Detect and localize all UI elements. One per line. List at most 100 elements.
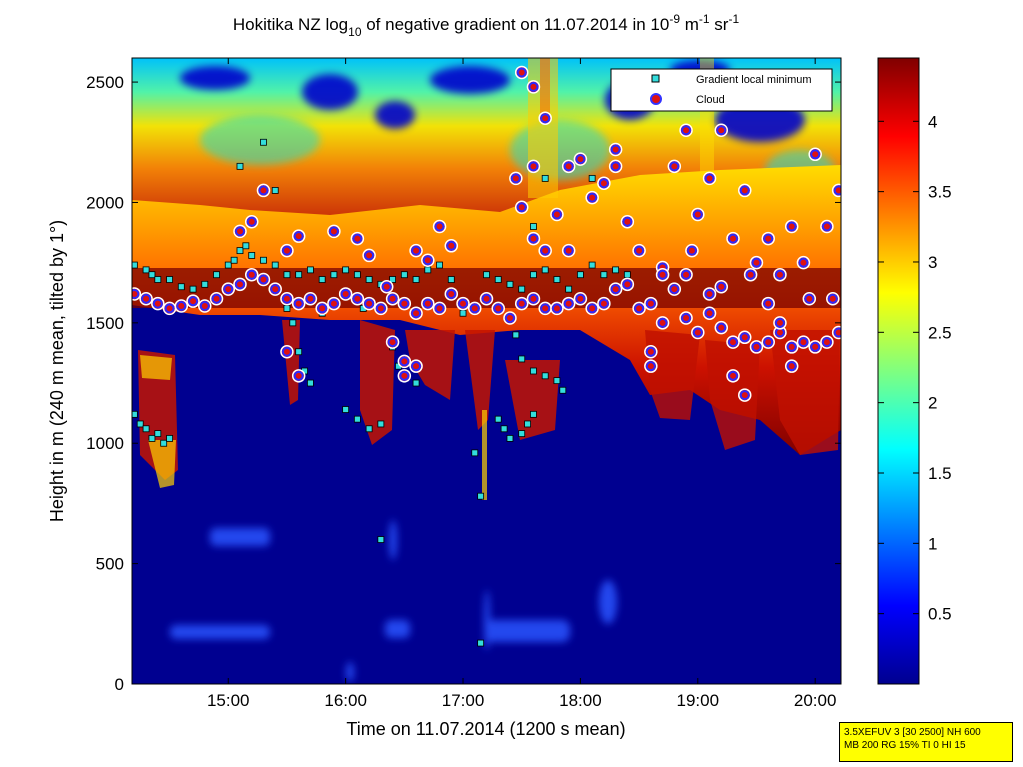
x-tick-label: 20:00	[794, 691, 837, 710]
cloud-marker-ring	[622, 279, 633, 290]
gradient-minimum-marker	[177, 283, 185, 291]
gradient-minimum-marker	[236, 247, 244, 255]
cloud-marker-ring	[645, 346, 656, 357]
cloud-marker-ring	[716, 125, 727, 136]
gradient-minimum-marker	[553, 276, 561, 283]
gradient-minimum-marker	[142, 266, 150, 274]
cloud-marker-ring	[739, 185, 750, 196]
gradient-minimum-marker	[553, 377, 561, 385]
gradient-minimum-marker	[477, 639, 485, 647]
cloud-marker-ring	[152, 298, 163, 309]
gradient-minimum-marker	[471, 449, 479, 457]
cloud-marker-ring	[510, 173, 521, 184]
gradient-minimum-marker	[166, 276, 173, 283]
gradient-minimum-marker	[283, 304, 291, 312]
cloud-marker-ring	[634, 245, 645, 256]
cloud-marker-ring	[728, 337, 739, 348]
cloud-marker-ring	[575, 293, 586, 304]
cloud-marker-ring	[132, 288, 140, 299]
gradient-minimum-marker	[477, 492, 485, 500]
cloud-marker-ring	[211, 293, 222, 304]
cloud-marker-ring	[540, 303, 551, 314]
cloud-marker-ring	[422, 298, 433, 309]
colorbar-tick-label: 3.5	[928, 183, 952, 202]
gradient-minimum-marker	[295, 271, 303, 279]
cloud-marker-ring	[563, 298, 574, 309]
gradient-minimum-marker	[447, 276, 455, 283]
cloud-marker-ring	[458, 298, 469, 309]
cloud-marker-ring	[833, 185, 841, 196]
x-axis: 15:00 16:00 17:00 18:00 19:00 20:00	[207, 58, 836, 710]
cloud-marker-ring	[551, 209, 562, 220]
cloud-marker-ring	[704, 173, 715, 184]
gradient-minimum-marker	[494, 276, 502, 283]
colorbar-tick-label: 2	[928, 394, 937, 413]
y-tick-label: 2000	[86, 193, 124, 212]
gradient-minimum-marker	[248, 252, 256, 259]
cloud-marker-ring	[281, 293, 292, 304]
gradient-minimum-marker	[377, 420, 385, 428]
cloud-marker-ring	[745, 269, 756, 280]
gradient-minimum-marker	[307, 379, 314, 387]
cloud-marker-ring	[786, 341, 797, 352]
cloud-marker-ring	[563, 161, 574, 172]
cloud-marker-ring	[399, 356, 410, 367]
cloud-marker-ring	[804, 293, 815, 304]
cloud-marker-ring	[258, 185, 269, 196]
gradient-minimum-marker	[330, 271, 338, 279]
cloud-marker-ring	[328, 298, 339, 309]
gradient-minimum-marker	[412, 379, 420, 387]
gradient-minimum-marker	[236, 162, 244, 170]
cloud-marker-ring	[739, 390, 750, 401]
cloud-marker-ring	[540, 245, 551, 256]
gradient-minimum-marker	[242, 242, 250, 250]
gradient-minimum-marker	[342, 266, 350, 274]
cloud-marker-ring	[528, 233, 539, 244]
cloud-marker-ring	[516, 298, 527, 309]
gradient-minimum-marker	[132, 261, 138, 269]
cloud-marker-ring	[375, 303, 386, 314]
cloud-marker-ring	[317, 303, 328, 314]
cloud-marker-ring	[827, 293, 838, 304]
cloud-marker-ring	[833, 327, 841, 338]
cloud-marker-ring	[763, 233, 774, 244]
legend-marker-cloud	[650, 93, 662, 105]
gradient-minimum-marker	[600, 271, 608, 279]
info-line-1: 3.5XEFUV 3 [30 2500] NH 600	[844, 727, 981, 738]
cloud-marker-ring	[657, 269, 668, 280]
gradient-minimum-marker	[400, 271, 408, 279]
cloud-marker-ring	[270, 284, 281, 295]
cloud-marker-ring	[728, 233, 739, 244]
gradient-minimum-marker	[260, 256, 267, 264]
gradient-minimum-marker	[224, 261, 232, 269]
gradient-minimum-marker	[436, 261, 443, 269]
legend-label-gradient-minimum: Gradient local minimum	[696, 74, 812, 86]
plot-frame	[131, 57, 842, 685]
colorbar-ticks: 0.5 1 1.5 2 2.5 3 3.5 4	[878, 112, 952, 624]
gradient-minimum-marker	[148, 435, 156, 442]
colorbar-tick-label: 3	[928, 253, 937, 272]
cloud-marker-ring	[446, 288, 457, 299]
cloud-marker-ring	[258, 274, 269, 285]
cloud-marker-ring	[810, 149, 821, 160]
cloud-marker-ring	[422, 255, 433, 266]
cloud-marker-ring	[164, 303, 175, 314]
gradient-minimum-marker	[295, 348, 303, 356]
cloud-marker-ring	[446, 240, 457, 251]
cloud-marker-ring	[246, 269, 257, 280]
cloud-marker-ring	[751, 257, 762, 268]
colorbar-tick-label: 0.5	[928, 605, 952, 624]
cloud-marker-ring	[234, 279, 245, 290]
y-tick-label: 2500	[86, 73, 124, 92]
x-axis-label: Time on 11.07.2014 (1200 s mean)	[346, 719, 625, 739]
marker-layer	[132, 65, 841, 647]
cloud-marker-ring	[798, 257, 809, 268]
cloud-marker-ring	[305, 293, 316, 304]
cloud-marker-ring	[293, 298, 304, 309]
cloud-marker-ring	[692, 209, 703, 220]
gradient-minimum-marker	[318, 276, 326, 283]
cloud-marker-ring	[540, 113, 551, 124]
cloud-marker-ring	[516, 67, 527, 78]
gradient-minimum-marker	[365, 276, 373, 283]
gradient-minimum-marker	[424, 266, 432, 274]
